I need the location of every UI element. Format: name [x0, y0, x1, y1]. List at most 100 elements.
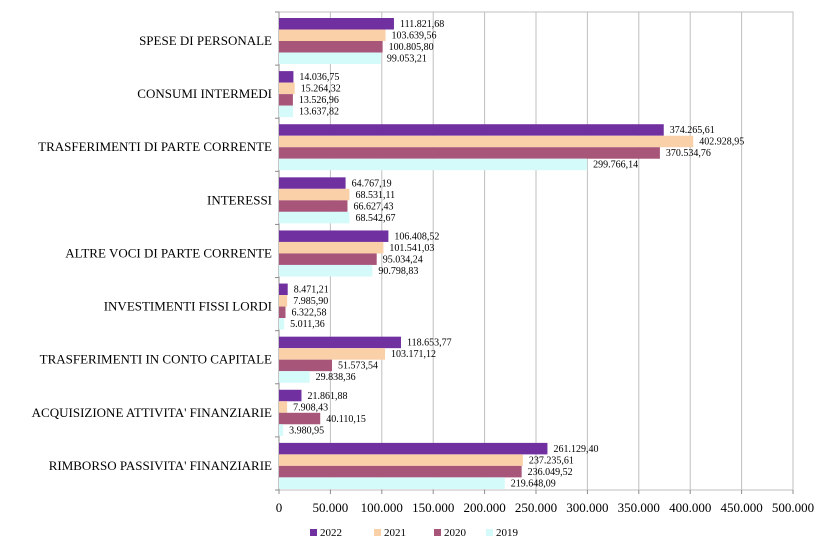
bar-2020: [279, 465, 522, 478]
category-label: INVESTIMENTI FISSI LORDI: [104, 299, 272, 314]
x-tick-label: 150.000: [412, 500, 454, 515]
bar-2022: [279, 18, 394, 30]
data-label: 13.637,82: [299, 107, 339, 118]
bar-2019: [279, 158, 588, 171]
bar-2019: [279, 424, 284, 436]
bar-2021: [279, 241, 384, 254]
legend-label: 2019: [496, 527, 519, 539]
bar-2019: [279, 264, 373, 277]
data-label: 15.264,32: [301, 84, 341, 95]
bar-2020: [279, 94, 293, 106]
data-label: 13.526,96: [299, 95, 339, 106]
data-label: 7.908,43: [293, 402, 328, 413]
data-label: 29.838,36: [316, 372, 356, 383]
bar-2021: [279, 454, 523, 466]
data-label: 237.235,61: [529, 455, 574, 466]
bar-2019: [279, 211, 350, 224]
x-tick-label: 50.000: [313, 500, 349, 515]
bar-2022: [279, 336, 401, 349]
bar-2022: [279, 71, 294, 83]
category-label: RIMBORSO PASSIVITA' FINANZIARIE: [49, 458, 272, 473]
bar-2022: [279, 124, 664, 136]
bar-2022: [279, 389, 302, 402]
data-label: 90.798,83: [378, 266, 418, 277]
data-label: 261.129,40: [553, 444, 598, 455]
data-label: 6.322,58: [291, 308, 326, 319]
data-label: 370.534,76: [666, 148, 711, 159]
category-label: CONSUMI INTERMEDI: [137, 86, 272, 101]
data-label: 8.471,21: [294, 285, 329, 296]
data-label: 66.627,43: [353, 201, 393, 212]
x-tick-label: 450.000: [720, 500, 762, 515]
data-label: 103.639,56: [392, 31, 437, 42]
legend-label: 2021: [384, 527, 406, 539]
bar-2020: [279, 41, 383, 53]
bar-2019: [279, 477, 505, 489]
bar-2019: [279, 52, 381, 64]
data-label: 299.766,14: [593, 160, 638, 171]
data-label: 236.049,52: [528, 467, 573, 478]
legend-label: 2022: [320, 527, 342, 539]
data-label: 111.821,68: [400, 19, 444, 30]
data-label: 99.053,21: [387, 54, 427, 65]
bar-2022: [279, 283, 288, 296]
bar-2020: [279, 359, 333, 372]
bar-2021: [279, 348, 386, 360]
data-label: 103.171,12: [391, 349, 436, 360]
data-label: 95.034,24: [383, 254, 423, 265]
bar-2022: [279, 177, 346, 189]
bar-2020: [279, 253, 377, 265]
category-label: TRASFERIMENTI DI PARTE CORRENTE: [38, 139, 272, 154]
x-tick-label: 400.000: [669, 500, 711, 515]
bar-2021: [279, 29, 386, 41]
bar-2021: [279, 188, 350, 201]
bar-2021: [279, 401, 288, 413]
data-label: 100.805,80: [389, 42, 434, 53]
bar-2020: [279, 412, 321, 425]
bar-2022: [279, 230, 389, 242]
bar-2021: [279, 82, 295, 95]
data-label: 374.265,61: [670, 125, 715, 136]
x-tick-label: 250.000: [515, 500, 557, 515]
data-label: 14.036,75: [299, 72, 339, 83]
bar-2021: [279, 295, 288, 307]
data-label: 68.542,67: [355, 213, 395, 224]
bar-2022: [279, 442, 548, 455]
x-tick-label: 300.000: [566, 500, 608, 515]
data-label: 5.011,36: [290, 319, 325, 330]
x-tick-label: 100.000: [361, 500, 403, 515]
x-tick-label: 500.000: [772, 500, 814, 515]
data-label: 118.653,77: [407, 338, 452, 349]
legend-swatch-2021: [374, 529, 381, 536]
category-label: SPESE DI PERSONALE: [139, 33, 272, 48]
category-label: INTERESSI: [207, 192, 272, 207]
data-label: 21.861,88: [307, 391, 347, 402]
data-label: 402.928,95: [699, 137, 744, 148]
data-label: 3.980,95: [289, 425, 324, 436]
data-label: 219.648,09: [511, 478, 556, 489]
bar-2021: [279, 135, 694, 148]
data-label: 101.541,03: [389, 243, 434, 254]
bar-2019: [279, 371, 310, 383]
legend-swatch-2020: [434, 529, 441, 536]
category-label: ACQUISIZIONE ATTIVITA' FINANZIARIE: [32, 405, 272, 420]
data-label: 7.985,90: [293, 296, 328, 307]
data-label: 40.110,15: [326, 414, 366, 425]
bar-2019: [279, 318, 285, 330]
x-tick-label: 200.000: [463, 500, 505, 515]
x-tick-label: 0: [276, 500, 283, 515]
bar-2020: [279, 147, 660, 159]
data-label: 106.408,52: [394, 231, 439, 242]
data-label: 64.767,19: [352, 178, 392, 189]
x-tick-label: 350.000: [618, 500, 660, 515]
bar-2020: [279, 200, 348, 212]
category-label: TRASFERIMENTI IN CONTO CAPITALE: [40, 352, 272, 367]
bar-2019: [279, 105, 294, 118]
legend-label: 2020: [444, 527, 467, 539]
data-label: 68.531,11: [355, 190, 395, 201]
legend-swatch-2022: [310, 529, 317, 536]
data-label: 51.573,54: [338, 361, 378, 372]
legend-swatch-2019: [486, 529, 493, 536]
bar-2020: [279, 306, 286, 319]
